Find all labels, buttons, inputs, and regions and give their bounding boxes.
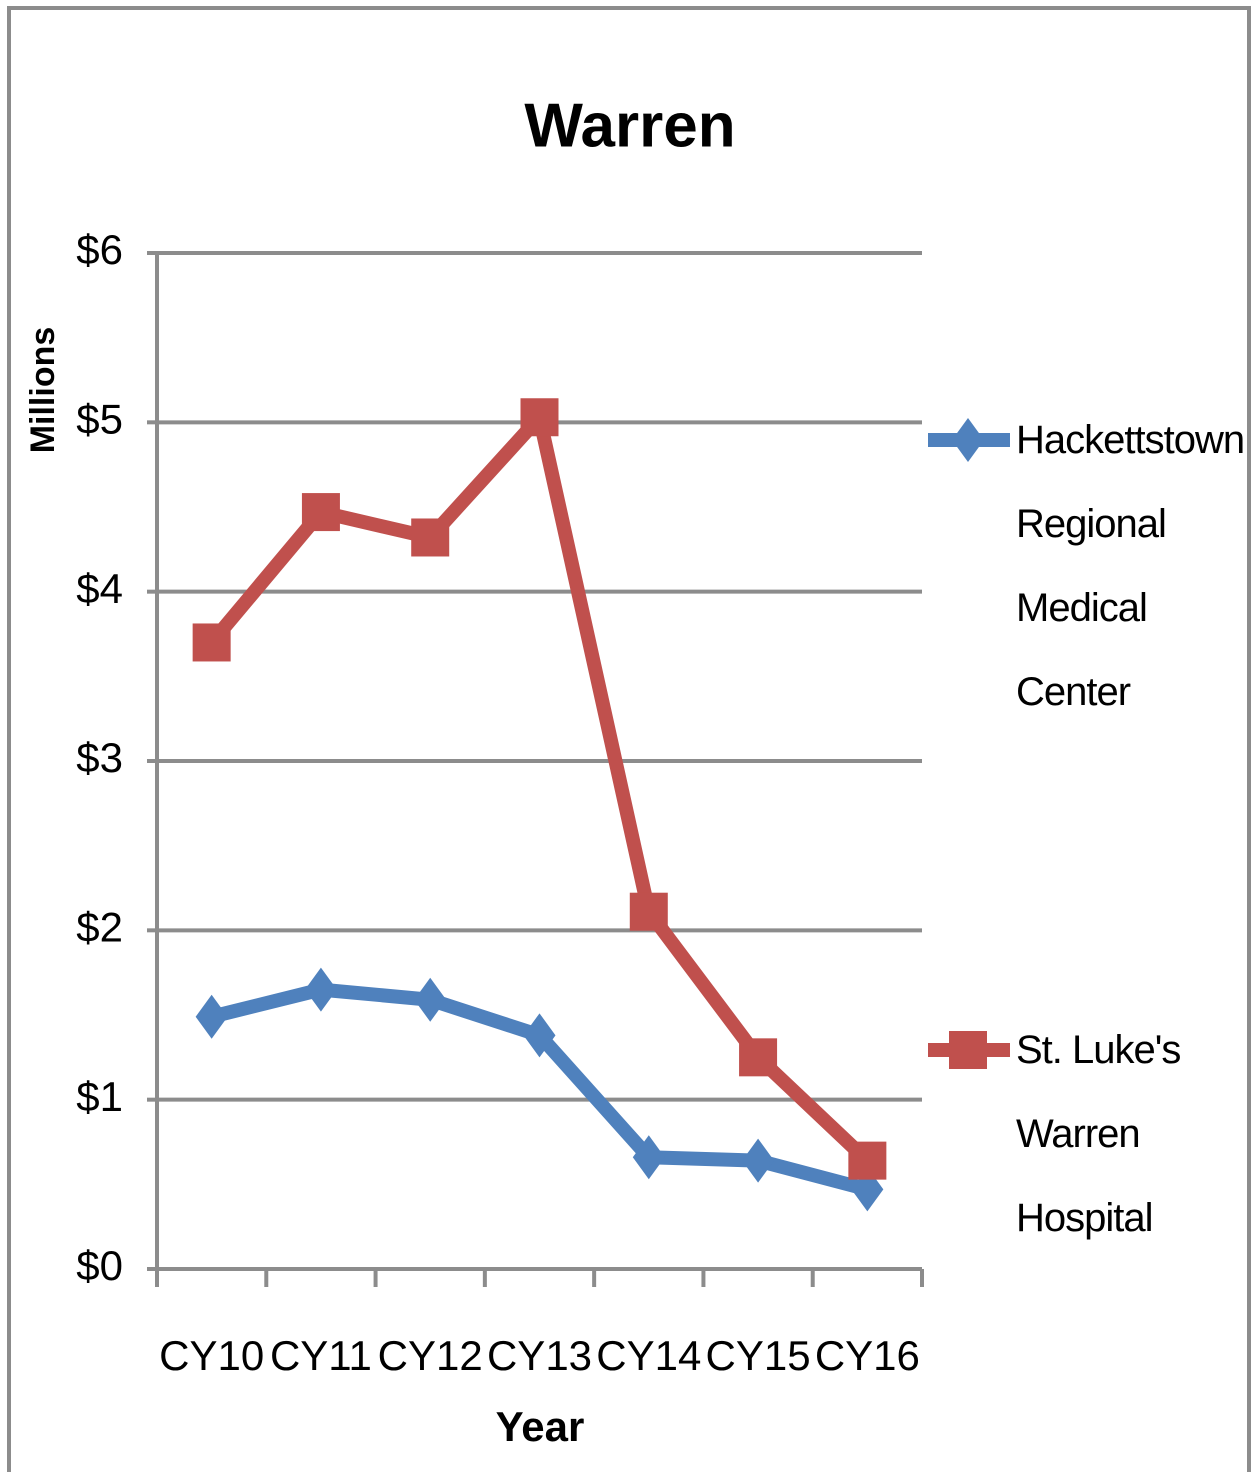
point [414,977,447,1022]
point [195,994,228,1039]
y-tick-label: $5 [76,395,123,442]
legend-key [928,1031,1010,1069]
x-tick-label: CY16 [815,1332,920,1379]
legend-label: St. Luke's Warren Hospital [1016,1028,1181,1240]
legend-label: Hackettstown Regional Medical Center [1016,418,1245,714]
y-axis-title: Millions [24,327,62,454]
y-tick-label: $4 [76,565,123,612]
point [411,518,450,557]
point [848,1141,887,1180]
x-tick-label: CY13 [487,1332,592,1379]
x-tick-label: CY14 [596,1332,701,1379]
point [304,967,337,1012]
y-tick-label: $1 [76,1073,123,1120]
legend-marker [949,1031,987,1069]
x-axis-title: Year [496,1403,585,1450]
x-tick-label: CY15 [706,1332,811,1379]
y-tick-label: $2 [76,903,123,950]
x-tick-label: CY12 [378,1332,483,1379]
point [742,1138,775,1183]
y-tick-label: $6 [76,226,123,273]
chart-title: Warren [524,91,735,160]
y-tick-label: $0 [76,1242,123,1289]
legend-key [928,418,1010,462]
legend-marker [952,418,984,462]
point [520,398,559,437]
grid: $0 $1 $2 $3 $4 $5 $6 CY10 CY11 CY12 CY13 CY14 CY15 CY… [76,226,924,1379]
point [739,1038,778,1077]
chart-border [7,6,1251,1472]
series [195,967,884,1212]
point [301,493,340,532]
point [192,623,231,662]
point [523,1013,556,1058]
x-tick-label: CY10 [159,1332,264,1379]
point [629,892,668,931]
point [632,1135,665,1180]
x-tick-label: CY11 [270,1332,372,1379]
series [192,398,887,1180]
y-tick-label: $3 [76,734,123,781]
